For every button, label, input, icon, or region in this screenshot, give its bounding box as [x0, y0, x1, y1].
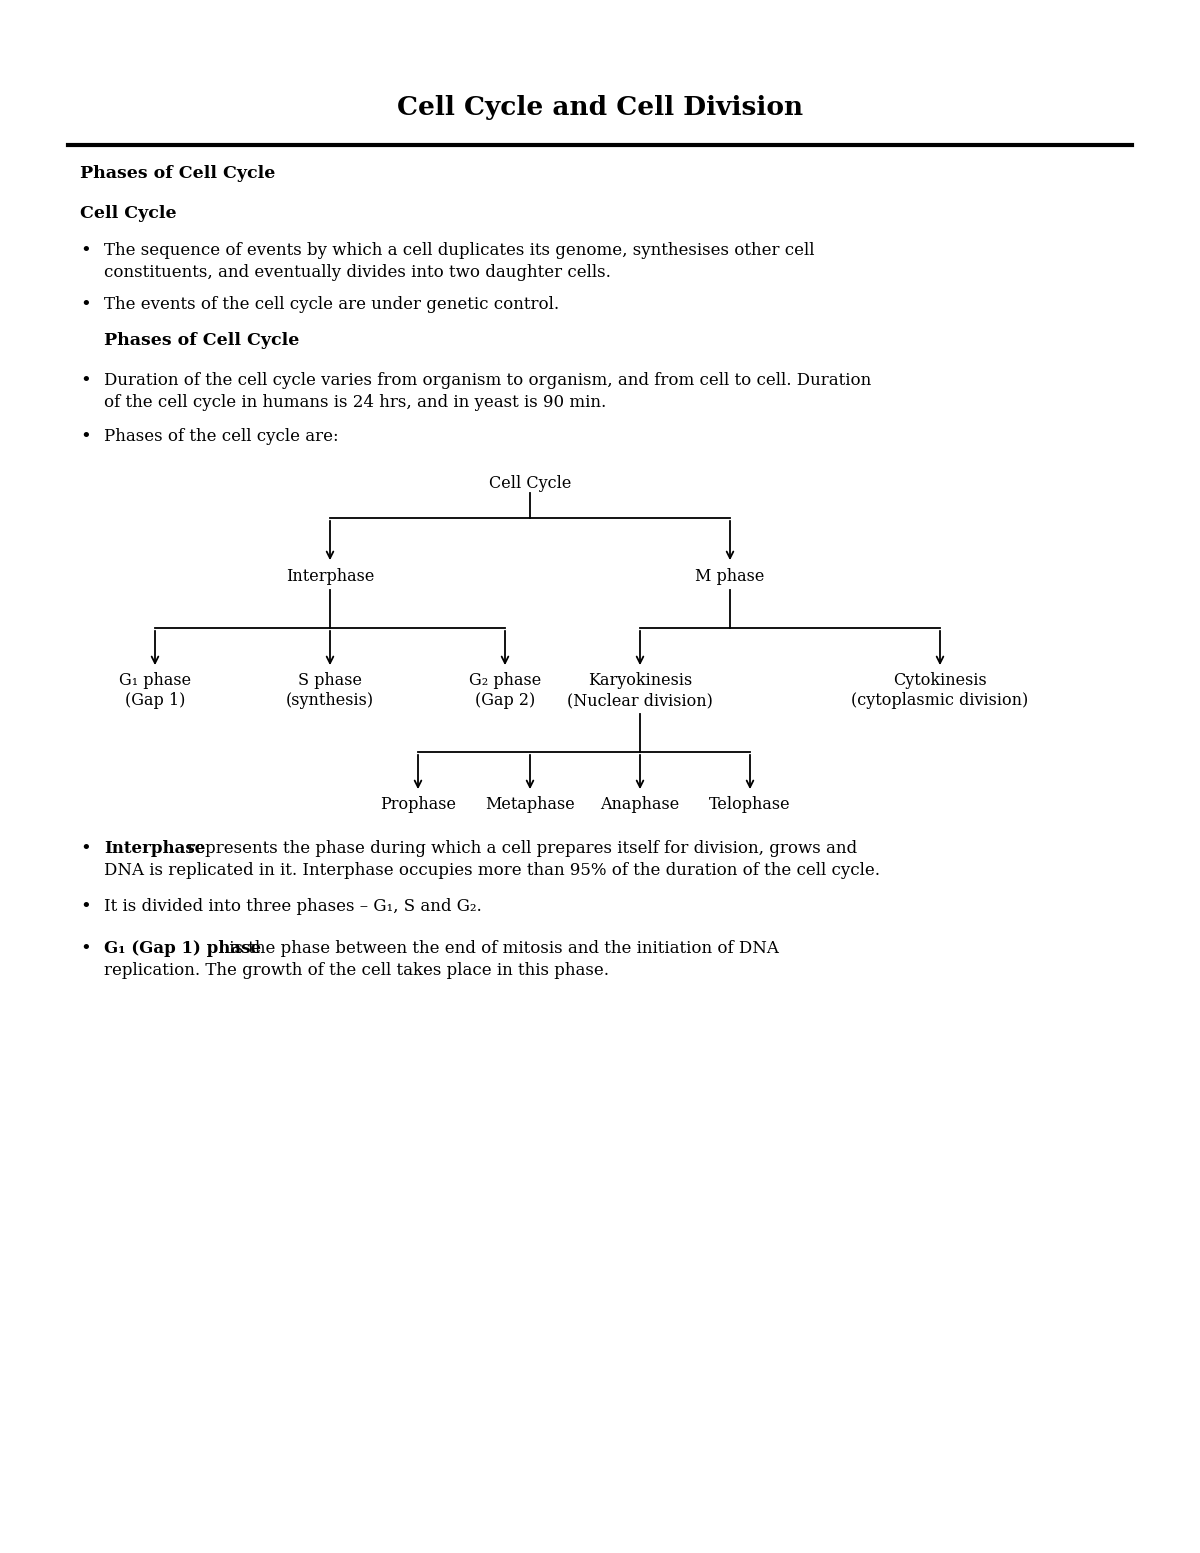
Text: M phase: M phase — [695, 568, 764, 585]
Text: G₁ phase: G₁ phase — [119, 672, 191, 690]
Text: of the cell cycle in humans is 24 hrs, and in yeast is 90 min.: of the cell cycle in humans is 24 hrs, a… — [104, 394, 606, 412]
Text: Karyokinesis: Karyokinesis — [588, 672, 692, 690]
Text: Interphase: Interphase — [104, 840, 205, 857]
Text: is the phase between the end of mitosis and the initiation of DNA: is the phase between the end of mitosis … — [224, 940, 779, 957]
Text: It is divided into three phases – G₁, S and G₂.: It is divided into three phases – G₁, S … — [104, 898, 481, 915]
Text: G₁ (Gap 1) phase: G₁ (Gap 1) phase — [104, 940, 262, 957]
Text: Prophase: Prophase — [380, 797, 456, 814]
Text: The events of the cell cycle are under genetic control.: The events of the cell cycle are under g… — [104, 297, 559, 314]
Text: The sequence of events by which a cell duplicates its genome, synthesises other : The sequence of events by which a cell d… — [104, 242, 815, 259]
Text: constituents, and eventually divides into two daughter cells.: constituents, and eventually divides int… — [104, 264, 611, 281]
Text: (Gap 1): (Gap 1) — [125, 693, 185, 710]
Text: Cell Cycle and Cell Division: Cell Cycle and Cell Division — [397, 95, 803, 120]
Text: (Nuclear division): (Nuclear division) — [568, 693, 713, 710]
Text: •: • — [80, 373, 91, 390]
Text: S phase: S phase — [298, 672, 362, 690]
Text: Phases of Cell Cycle: Phases of Cell Cycle — [104, 332, 299, 349]
Text: Cell Cycle: Cell Cycle — [80, 205, 176, 222]
Text: Cell Cycle: Cell Cycle — [488, 475, 571, 492]
Text: G₂ phase: G₂ phase — [469, 672, 541, 690]
Text: DNA is replicated in it. Interphase occupies more than 95% of the duration of th: DNA is replicated in it. Interphase occu… — [104, 862, 880, 879]
Text: Anaphase: Anaphase — [600, 797, 679, 814]
Text: Phases of Cell Cycle: Phases of Cell Cycle — [80, 165, 275, 182]
Text: replication. The growth of the cell takes place in this phase.: replication. The growth of the cell take… — [104, 961, 610, 978]
Text: •: • — [80, 898, 91, 916]
Text: Phases of the cell cycle are:: Phases of the cell cycle are: — [104, 429, 338, 446]
Text: •: • — [80, 297, 91, 314]
Text: •: • — [80, 840, 91, 857]
Text: •: • — [80, 242, 91, 259]
Text: (cytoplasmic division): (cytoplasmic division) — [851, 693, 1028, 710]
Text: •: • — [80, 940, 91, 958]
Text: Interphase: Interphase — [286, 568, 374, 585]
Text: Metaphase: Metaphase — [485, 797, 575, 814]
Text: Duration of the cell cycle varies from organism to organism, and from cell to ce: Duration of the cell cycle varies from o… — [104, 373, 871, 388]
Text: Cytokinesis: Cytokinesis — [893, 672, 986, 690]
Text: •: • — [80, 429, 91, 446]
Text: represents the phase during which a cell prepares itself for division, grows and: represents the phase during which a cell… — [182, 840, 857, 857]
Text: (synthesis): (synthesis) — [286, 693, 374, 710]
Text: Telophase: Telophase — [709, 797, 791, 814]
Text: (Gap 2): (Gap 2) — [475, 693, 535, 710]
